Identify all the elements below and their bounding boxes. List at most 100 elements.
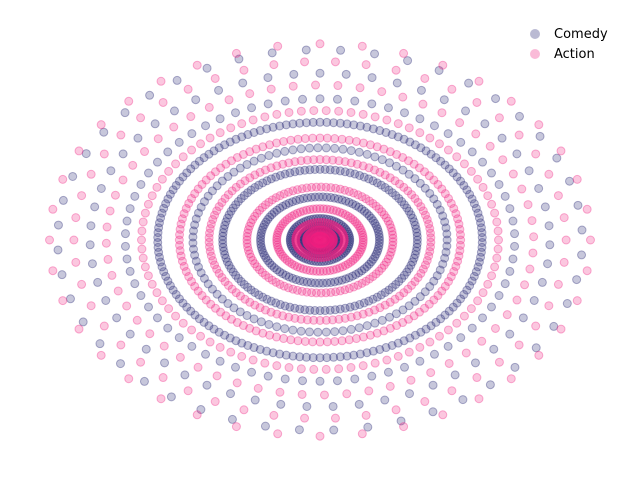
point-comedy (301, 352, 311, 362)
point-comedy (153, 237, 163, 247)
point-action (313, 245, 323, 255)
point-action (534, 120, 544, 130)
point-action (300, 134, 310, 144)
point-action (157, 174, 167, 184)
point-action (340, 285, 350, 295)
point-comedy (415, 178, 425, 188)
point-action (246, 252, 256, 262)
point-action (313, 232, 323, 241)
point-comedy (334, 235, 344, 245)
point-comedy (301, 244, 311, 254)
point-action (187, 325, 197, 335)
point-action (324, 228, 334, 238)
point-action (356, 245, 366, 255)
point-comedy (297, 239, 307, 249)
point-action (358, 233, 368, 243)
point-action (338, 230, 348, 240)
point-comedy (480, 119, 490, 129)
point-comedy (354, 147, 364, 157)
point-comedy (387, 282, 397, 292)
point-comedy (257, 245, 267, 255)
point-action (368, 198, 378, 208)
point-comedy (319, 222, 329, 232)
point-comedy (315, 306, 325, 316)
point-comedy (387, 130, 397, 140)
point-comedy (193, 262, 203, 272)
point-comedy (403, 56, 413, 66)
point-comedy (235, 307, 245, 317)
point-action (582, 266, 592, 276)
point-comedy (322, 353, 332, 363)
point-comedy (120, 241, 130, 251)
point-comedy (372, 246, 382, 256)
point-comedy (448, 168, 458, 178)
point-comedy (199, 197, 209, 207)
point-action (556, 324, 566, 334)
point-comedy (359, 172, 369, 182)
point-comedy (256, 236, 266, 246)
point-comedy (300, 243, 310, 253)
point-action (190, 189, 200, 199)
point-comedy (272, 265, 282, 275)
point-action (48, 266, 58, 276)
point-comedy (303, 255, 313, 265)
point-action (364, 274, 374, 284)
point-comedy (351, 201, 361, 211)
point-comedy (231, 336, 241, 346)
point-action (201, 295, 211, 305)
point-action (264, 273, 274, 283)
point-action (255, 205, 265, 215)
point-comedy (161, 199, 171, 209)
point-comedy (306, 214, 316, 224)
point-comedy (246, 185, 256, 195)
point-action (334, 246, 344, 256)
point-comedy (310, 164, 320, 174)
point-action (459, 311, 469, 321)
point-comedy (334, 234, 344, 244)
point-comedy (330, 165, 340, 175)
point-action (310, 252, 320, 262)
point-action (344, 335, 354, 345)
point-comedy (508, 254, 518, 264)
point-action (455, 240, 465, 250)
point-action (315, 239, 325, 249)
point-action (272, 233, 282, 243)
point-comedy (318, 242, 328, 252)
point-comedy (293, 221, 303, 231)
point-comedy (229, 303, 239, 313)
point-comedy (125, 266, 135, 276)
point-action (197, 291, 207, 301)
point-comedy (317, 243, 327, 253)
point-action (313, 239, 323, 249)
point-action (418, 99, 428, 109)
point-comedy (510, 241, 520, 251)
point-action (232, 318, 242, 328)
point-action (227, 284, 237, 294)
point-action (424, 171, 434, 181)
point-comedy (311, 222, 321, 232)
point-action (370, 165, 380, 175)
point-action (107, 270, 117, 280)
point-action (406, 375, 416, 385)
scatter-points (45, 39, 595, 441)
point-action (315, 253, 325, 263)
point-comedy (178, 172, 188, 182)
point-action (138, 217, 148, 227)
point-action (314, 231, 324, 241)
point-comedy (285, 233, 295, 243)
point-comedy (307, 222, 317, 232)
point-comedy (373, 244, 383, 254)
point-action (181, 267, 191, 277)
point-action (456, 235, 466, 245)
point-action (327, 220, 337, 230)
point-action (494, 235, 504, 245)
point-action (258, 142, 268, 152)
point-action (240, 176, 250, 186)
point-comedy (271, 298, 281, 308)
point-comedy (310, 192, 320, 202)
point-comedy (344, 241, 354, 251)
point-action (284, 158, 294, 168)
point-comedy (515, 111, 524, 121)
point-comedy (287, 243, 297, 253)
point-comedy (220, 250, 230, 260)
